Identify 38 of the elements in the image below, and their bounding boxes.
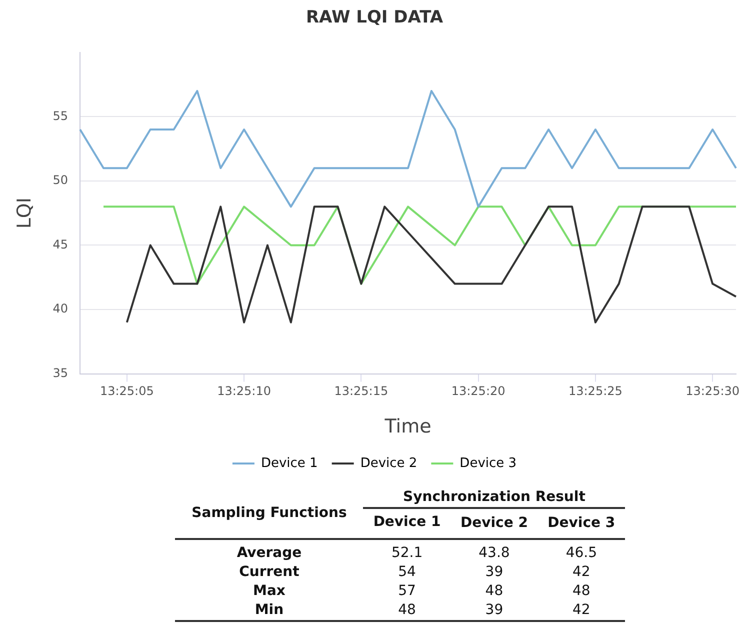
text: 48 — [484, 582, 504, 601]
x-tick-label: 13:25:25 — [568, 384, 622, 398]
text: Device 2 — [459, 514, 529, 533]
text: Min — [175, 601, 364, 621]
y-tick-label: 55 — [52, 108, 68, 123]
text: Max — [252, 582, 286, 601]
legend-label: Device 3 — [460, 456, 517, 471]
x-tick-label: 13:25:05 — [100, 384, 154, 398]
y-tick-label: 50 — [52, 173, 68, 188]
text: 48 — [571, 582, 592, 601]
text: Current — [238, 563, 300, 582]
x-tick-label: 13:25:15 — [334, 384, 388, 398]
text: 52.1 — [363, 539, 451, 563]
y-tick-label: 45 — [52, 237, 68, 252]
text: Sampling Functions — [190, 504, 348, 522]
x-tick-label: 13:25:30 — [686, 384, 739, 398]
text: 54 — [397, 563, 417, 582]
text: Synchronization Result — [363, 488, 625, 508]
text: 39 — [484, 563, 504, 582]
text: 46.5 — [538, 539, 625, 563]
x-tick-label: 13:25:10 — [217, 384, 272, 398]
text: Device 1 — [372, 513, 442, 532]
text: Average — [175, 539, 364, 563]
text: Device 3 — [546, 514, 616, 533]
text: 57 — [397, 582, 417, 601]
y-axis-title: LQI — [13, 198, 36, 229]
text: 39 — [450, 601, 538, 621]
text: 43.8 — [450, 539, 538, 563]
text: 48 — [363, 601, 451, 621]
x-axis-title: Time — [384, 416, 432, 438]
legend-label: Device 1 — [260, 456, 318, 471]
chart-title: RAW LQI DATA — [306, 8, 444, 28]
y-tick-label: 40 — [52, 302, 68, 316]
y-tick-label: 35 — [52, 366, 68, 380]
x-tick-label: 13:25:20 — [451, 384, 506, 398]
text: 42 — [571, 563, 592, 582]
text: 42 — [538, 601, 625, 621]
legend-label: Device 2 — [360, 456, 418, 471]
